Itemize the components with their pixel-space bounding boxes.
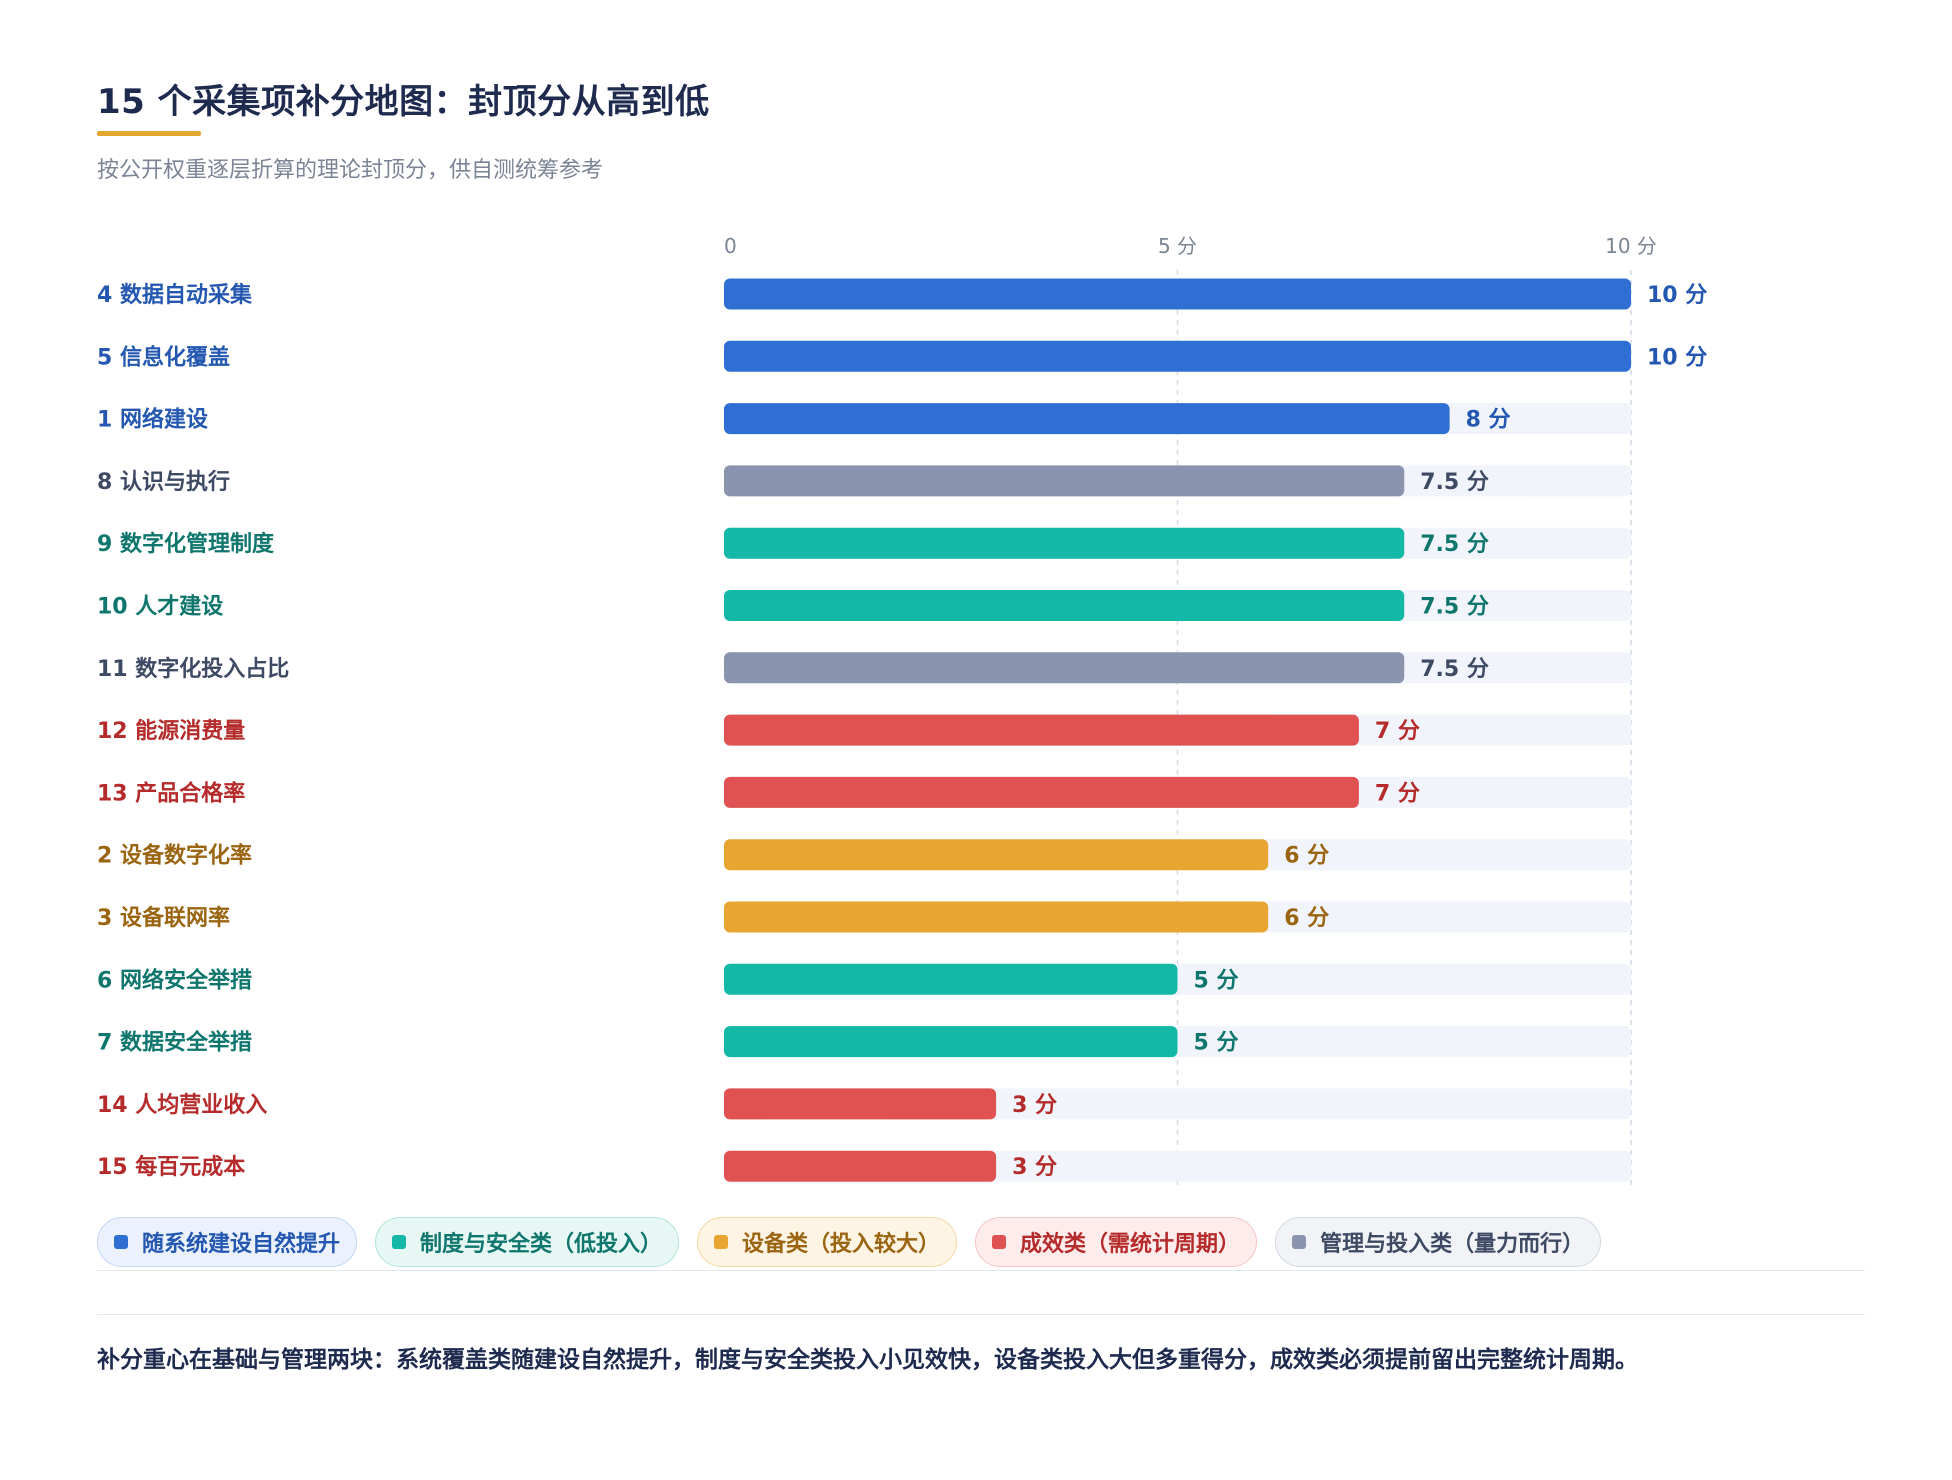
category-label: 4 数据自动采集 xyxy=(97,282,253,308)
category-label: 11 数字化投入占比 xyxy=(97,656,289,682)
category-label: 8 认识与执行 xyxy=(97,469,230,495)
legend-divider xyxy=(97,1270,1865,1271)
note-divider xyxy=(97,1314,1865,1315)
legend-label: 随系统建设自然提升 xyxy=(142,1232,341,1257)
category-label: 14 人均营业收入 xyxy=(97,1092,267,1118)
legend-swatch xyxy=(114,1235,128,1249)
legend-label: 成效类（需统计周期） xyxy=(1020,1232,1241,1257)
value-label: 7 分 xyxy=(1375,719,1420,744)
legend-item-policy: 制度与安全类（低投入） xyxy=(375,1217,680,1267)
category-label: 9 数字化管理制度 xyxy=(97,531,275,557)
bar xyxy=(724,1088,997,1120)
value-label: 3 分 xyxy=(1012,1093,1057,1118)
legend-item-result: 成效类（需统计周期） xyxy=(975,1217,1258,1267)
value-label: 3 分 xyxy=(1012,1155,1057,1180)
value-label: 10 分 xyxy=(1647,345,1707,370)
chart-title: 15 个采集项补分地图：封顶分从高到低 xyxy=(97,82,710,122)
value-label: 7.5 分 xyxy=(1420,470,1489,495)
bar xyxy=(724,278,1631,310)
value-label: 7.5 分 xyxy=(1420,595,1489,620)
legend-label: 管理与投入类（量力而行） xyxy=(1320,1232,1585,1257)
legend-label: 设备类（投入较大） xyxy=(742,1232,941,1257)
category-label: 2 设备数字化率 xyxy=(97,843,252,869)
legend-swatch xyxy=(992,1235,1007,1249)
bar xyxy=(724,1026,1178,1058)
bar xyxy=(724,901,1269,933)
bar xyxy=(724,1150,997,1182)
value-label: 10 分 xyxy=(1647,283,1707,308)
category-label: 7 数据安全举措 xyxy=(97,1030,252,1056)
bar xyxy=(724,776,1359,808)
x-tick-label: 0 xyxy=(724,234,737,258)
category-label: 6 网络安全举措 xyxy=(97,967,252,993)
value-label: 5 分 xyxy=(1194,968,1239,993)
bar xyxy=(724,527,1405,559)
bar xyxy=(724,465,1405,497)
category-label: 3 设备联网率 xyxy=(97,905,230,931)
bar xyxy=(724,403,1450,435)
legend-item-manage: 管理与投入类（量力而行） xyxy=(1275,1217,1602,1267)
category-label: 5 信息化覆盖 xyxy=(97,344,230,370)
x-tick-label: 10 分 xyxy=(1605,234,1657,258)
footer-note: 补分重心在基础与管理两块：系统覆盖类随建设自然提升，制度与安全类投入小见效快，设… xyxy=(97,1347,1638,1373)
bar xyxy=(724,963,1178,995)
bar xyxy=(724,839,1269,871)
legend-swatch xyxy=(392,1235,407,1249)
category-label: 1 网络建设 xyxy=(97,407,208,433)
legend-item-equip: 设备类（投入较大） xyxy=(697,1217,958,1267)
legend-item-system: 随系统建设自然提升 xyxy=(97,1217,358,1267)
value-label: 7.5 分 xyxy=(1420,532,1489,557)
bar xyxy=(724,340,1631,372)
value-label: 7 分 xyxy=(1375,781,1420,806)
category-label: 12 能源消费量 xyxy=(97,718,245,744)
bar xyxy=(724,714,1359,746)
chart-subtitle: 按公开权重逐层折算的理论封顶分，供自测统筹参考 xyxy=(97,158,604,183)
value-label: 6 分 xyxy=(1284,844,1329,869)
bar xyxy=(724,652,1405,684)
value-label: 7.5 分 xyxy=(1420,657,1489,682)
category-label: 13 产品合格率 xyxy=(97,780,245,806)
category-label: 10 人才建设 xyxy=(97,594,223,620)
legend-swatch xyxy=(1292,1235,1307,1249)
bar-chart: 0 5 分 10 分 4 数据自动采集 10 分 5 信息化覆盖 10 分 1 网络建设 8 分… xyxy=(97,234,1707,1186)
legend-label: 制度与安全类（低投入） xyxy=(420,1232,663,1257)
value-label: 5 分 xyxy=(1194,1031,1239,1056)
value-label: 8 分 xyxy=(1466,408,1511,433)
chart-legend: 随系统建设自然提升 制度与安全类（低投入） 设备类（投入较大） 成效类（需统计周期） 管… xyxy=(97,1217,1602,1267)
value-label: 6 分 xyxy=(1284,906,1329,931)
category-label: 15 每百元成本 xyxy=(97,1154,245,1180)
legend-swatch xyxy=(714,1235,729,1249)
x-tick-label: 5 分 xyxy=(1158,234,1197,258)
title-underline xyxy=(97,131,201,136)
bar xyxy=(724,590,1405,621)
